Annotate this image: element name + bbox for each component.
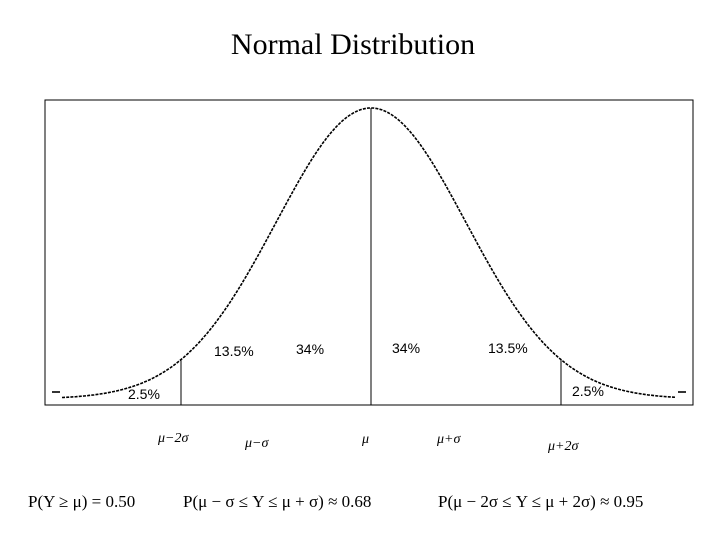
plot-frame <box>44 99 694 406</box>
minus-sigma-mark: μ−σ <box>244 436 269 451</box>
left-tail-label: 2.5% <box>128 386 160 402</box>
right-tail-label: 2.5% <box>572 383 604 399</box>
formula-one-sigma: P(μ − σ ≤ Y ≤ μ + σ) ≈ 0.68 <box>183 492 372 511</box>
plus-2sigma-mark: μ+2σ <box>547 439 579 454</box>
formula-half: P(Y ≥ μ) = 0.50 <box>28 492 136 511</box>
right-inner-label: 34% <box>392 340 420 356</box>
left-inner-label: 34% <box>296 341 324 357</box>
slide-title: Normal Distribution <box>230 28 476 61</box>
formula-two-sigma: P(μ − 2σ ≤ Y ≤ μ + 2σ) ≈ 0.95 <box>438 492 644 511</box>
right-outer-label: 13.5% <box>488 340 528 356</box>
mu-mark: μ <box>361 432 369 447</box>
minus-2sigma-mark: μ−2σ <box>157 431 189 446</box>
plus-sigma-mark: μ+σ <box>436 432 461 447</box>
left-outer-label: 13.5% <box>214 343 254 359</box>
bell-curve <box>61 107 677 399</box>
